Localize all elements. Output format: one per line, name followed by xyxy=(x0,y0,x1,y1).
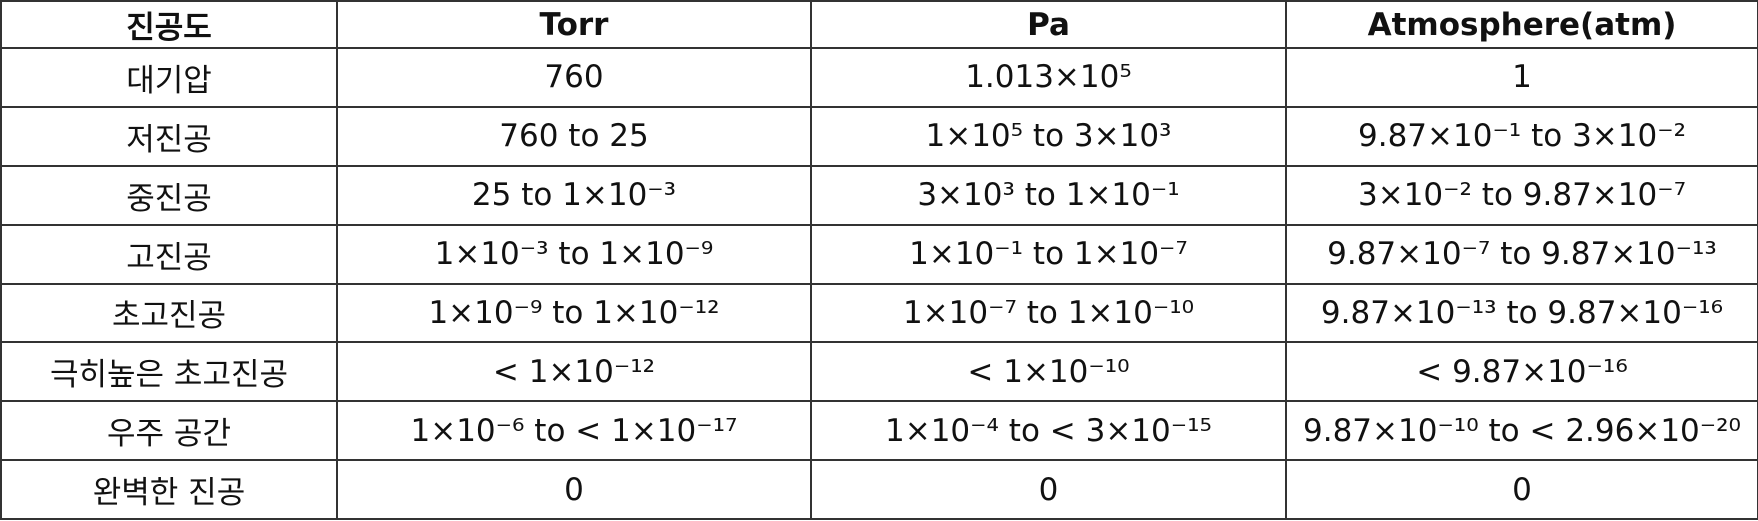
value-cell: 1×10⁻³ to 1×10⁻⁹ xyxy=(336,223,812,285)
value-cell: < 9.87×10⁻¹⁶ xyxy=(1285,341,1758,403)
table-row: 대기압 760 1.013×10⁵ 1 xyxy=(0,47,1758,108)
header-row: 진공도 Torr Pa Atmosphere(atm) xyxy=(0,0,1758,49)
value-cell: 760 to 25 xyxy=(336,105,812,167)
value-cell: < 1×10⁻¹² xyxy=(336,341,812,403)
table-row: 고진공 1×10⁻³ to 1×10⁻⁹ 1×10⁻¹ to 1×10⁻⁷ 9.87×… xyxy=(0,223,1758,285)
level-cell: 저진공 xyxy=(0,105,338,167)
value-cell: 1×10⁻⁶ to < 1×10⁻¹⁷ xyxy=(336,400,812,462)
value-cell: 1×10⁻⁴ to < 3×10⁻¹⁵ xyxy=(810,400,1287,462)
table-row: 완벽한 진공 0 0 0 xyxy=(0,459,1758,520)
value-cell: 1×10⁻⁹ to 1×10⁻¹² xyxy=(336,282,812,344)
level-cell: 극히높은 초고진공 xyxy=(0,341,338,403)
level-cell: 고진공 xyxy=(0,223,338,285)
value-cell: 1 xyxy=(1285,47,1758,108)
level-cell: 중진공 xyxy=(0,164,338,226)
level-cell: 우주 공간 xyxy=(0,400,338,462)
value-cell: 1×10⁻⁷ to 1×10⁻¹⁰ xyxy=(810,282,1287,344)
header-cell: 진공도 xyxy=(0,0,338,49)
table-row: 우주 공간 1×10⁻⁶ to < 1×10⁻¹⁷ 1×10⁻⁴ to < 3×10… xyxy=(0,400,1758,462)
table-row: 저진공 760 to 25 1×10⁵ to 3×10³ 9.87×10⁻¹ to 3… xyxy=(0,105,1758,167)
value-cell: < 1×10⁻¹⁰ xyxy=(810,341,1287,403)
value-cell: 9.87×10⁻¹ to 3×10⁻² xyxy=(1285,105,1758,167)
value-cell: 9.87×10⁻¹⁰ to < 2.96×10⁻²⁰ xyxy=(1285,400,1758,462)
value-cell: 760 xyxy=(336,47,812,108)
table-row: 초고진공 1×10⁻⁹ to 1×10⁻¹² 1×10⁻⁷ to 1×10⁻¹⁰ 9.… xyxy=(0,282,1758,344)
value-cell: 3×10⁻² to 9.87×10⁻⁷ xyxy=(1285,164,1758,226)
value-cell: 1.013×10⁵ xyxy=(810,47,1287,108)
table-row: 극히높은 초고진공 < 1×10⁻¹² < 1×10⁻¹⁰ < 9.87×10⁻¹⁶ xyxy=(0,341,1758,403)
value-cell: 0 xyxy=(336,459,812,520)
value-cell: 9.87×10⁻¹³ to 9.87×10⁻¹⁶ xyxy=(1285,282,1758,344)
header-cell: Atmosphere(atm) xyxy=(1285,0,1758,49)
level-cell: 대기압 xyxy=(0,47,338,108)
value-cell: 25 to 1×10⁻³ xyxy=(336,164,812,226)
level-cell: 초고진공 xyxy=(0,282,338,344)
value-cell: 0 xyxy=(810,459,1287,520)
value-cell: 9.87×10⁻⁷ to 9.87×10⁻¹³ xyxy=(1285,223,1758,285)
value-cell: 1×10⁵ to 3×10³ xyxy=(810,105,1287,167)
table-body: 대기압 760 1.013×10⁵ 1 저진공 760 to 25 1×10⁵ to 3×1… xyxy=(0,47,1758,520)
value-cell: 3×10³ to 1×10⁻¹ xyxy=(810,164,1287,226)
level-cell: 완벽한 진공 xyxy=(0,459,338,520)
value-cell: 1×10⁻¹ to 1×10⁻⁷ xyxy=(810,223,1287,285)
table-row: 중진공 25 to 1×10⁻³ 3×10³ to 1×10⁻¹ 3×10⁻² to … xyxy=(0,164,1758,226)
header-cell: Pa xyxy=(810,0,1287,49)
header-cell: Torr xyxy=(336,0,812,49)
value-cell: 0 xyxy=(1285,459,1758,520)
